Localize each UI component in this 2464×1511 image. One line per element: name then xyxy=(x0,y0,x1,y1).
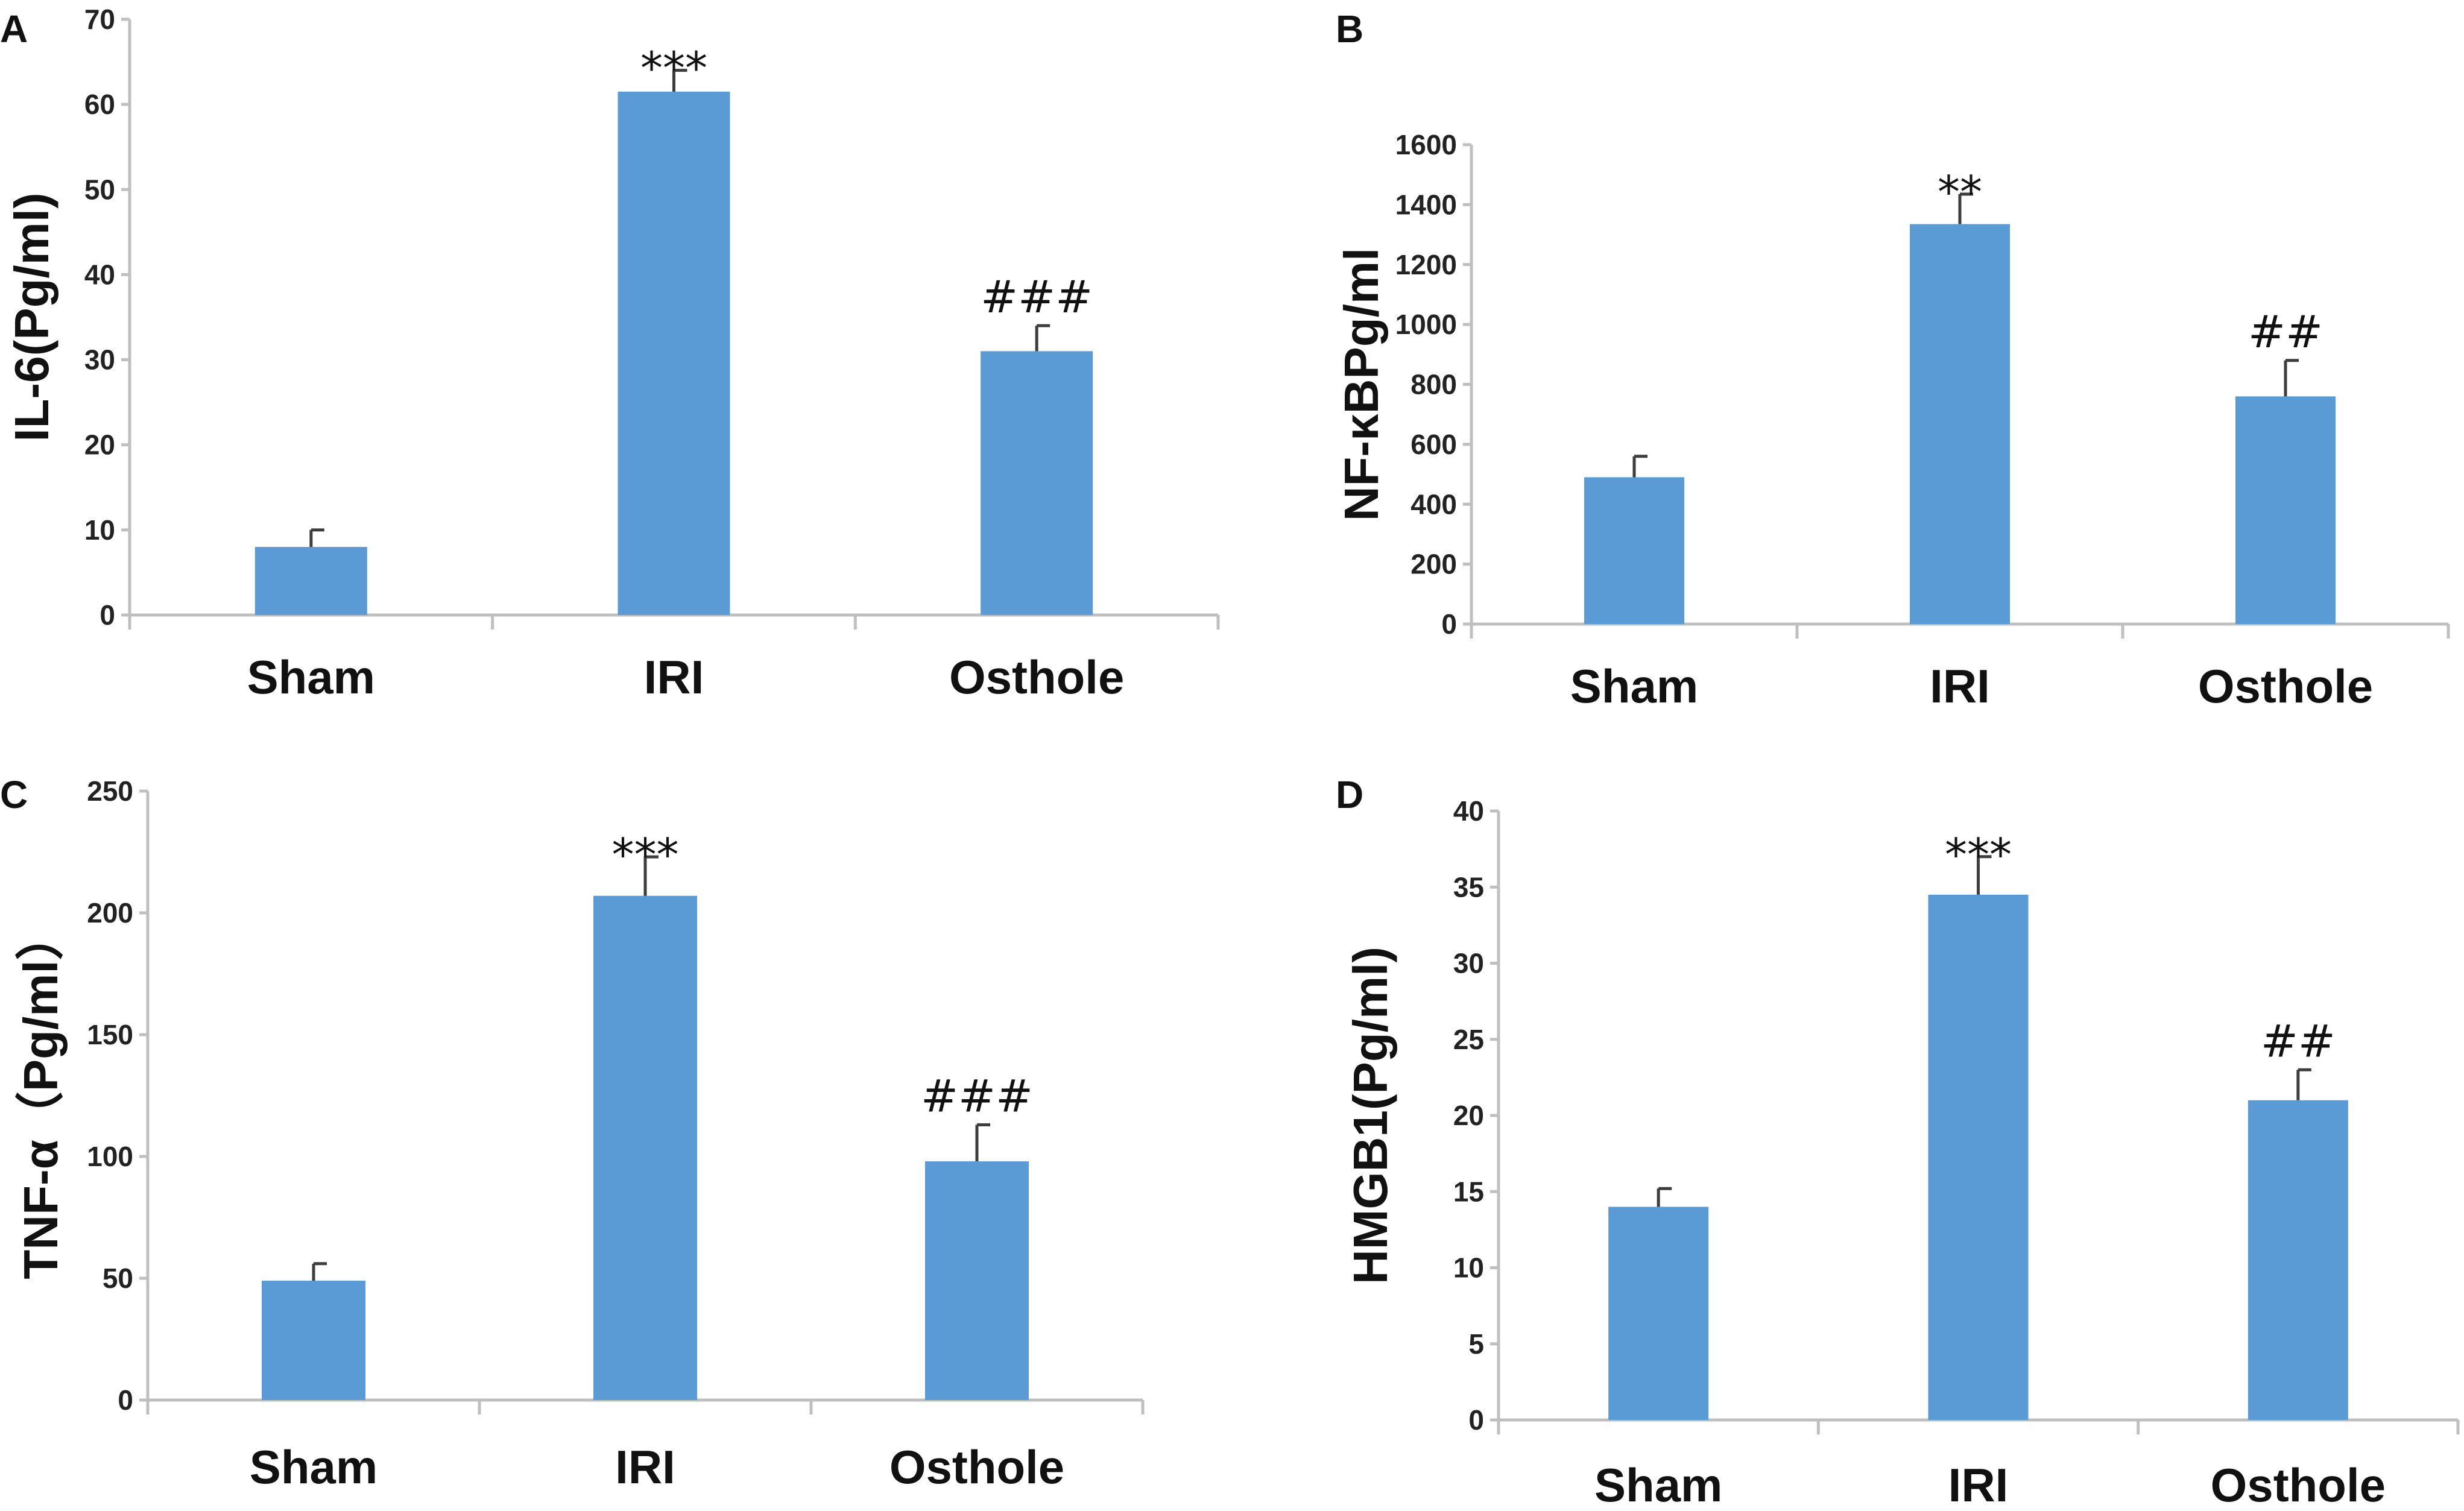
panel-c-bar-sham xyxy=(262,1281,365,1400)
panel-d-category-label: IRI xyxy=(1948,1459,2009,1511)
panel-c-category-label: IRI xyxy=(615,1440,675,1494)
panel-d-y-tick-label: 15 xyxy=(1453,1176,1484,1207)
panel-c-bar-osthole xyxy=(925,1161,1029,1400)
panel-b-category-label: Sham xyxy=(1570,660,1698,713)
panel-d-y-axis-label: HMGB1(Pg/ml) xyxy=(1344,947,1397,1284)
panel-d-y-tick-label: 0 xyxy=(1468,1404,1484,1436)
panel-d-y-tick-label: 40 xyxy=(1453,795,1484,827)
panel-c-category-label: Osthole xyxy=(889,1440,1064,1494)
panel-a-bar-osthole xyxy=(981,351,1093,615)
panel-d-category-label: Osthole xyxy=(2211,1459,2386,1511)
panel-c-y-tick-label: 250 xyxy=(87,775,133,807)
panel-a-category-label: Osthole xyxy=(949,651,1124,704)
panel-b-letter: B xyxy=(1336,7,1363,51)
panel-d-y-tick-label: 10 xyxy=(1453,1252,1484,1284)
panel-c-significance-osthole: ### xyxy=(921,1070,1033,1122)
panel-c-y-axis-label: TNF-α（Pg/ml） xyxy=(14,912,68,1279)
panel-a-y-tick-label: 30 xyxy=(84,344,115,376)
panel-b-bar-iri xyxy=(1910,224,2010,624)
panel-b-y-tick-label: 600 xyxy=(1410,429,1457,460)
panel-d-bar-iri xyxy=(1928,894,2029,1420)
panel-a-bar-iri xyxy=(618,91,730,615)
panel-b-significance-iri: ** xyxy=(1938,166,1982,218)
panel-d-y-tick-label: 20 xyxy=(1453,1100,1484,1131)
panel-b-category-label: Osthole xyxy=(2198,660,2373,713)
panel-b-bar-osthole xyxy=(2235,396,2336,624)
panel-c-y-tick-label: 150 xyxy=(87,1019,133,1050)
panel-c-letter: C xyxy=(0,773,28,816)
panel-b-category-label: IRI xyxy=(1930,660,1990,713)
panel-a-y-axis-label: IL-6(Pg/ml) xyxy=(5,192,58,441)
panel-c-y-tick-label: 0 xyxy=(118,1384,133,1416)
panel-d-y-tick-label: 30 xyxy=(1453,948,1484,979)
panel-a-y-tick-label: 70 xyxy=(84,4,115,35)
panel-a-y-tick-label: 10 xyxy=(84,514,115,546)
panel-b-y-axis-label: NF-κBPg/ml xyxy=(1335,248,1388,521)
panel-d-y-tick-label: 35 xyxy=(1453,871,1484,903)
panel-d-category-label: Sham xyxy=(1594,1459,1722,1511)
panel-c-y-tick-label: 100 xyxy=(87,1141,133,1172)
panel-c-bar-iri xyxy=(593,895,697,1400)
panel-b-bar-sham xyxy=(1584,477,1684,624)
panel-d-bar-osthole xyxy=(2248,1100,2348,1420)
panel-b-y-tick-label: 400 xyxy=(1410,488,1457,520)
panel-d-bar-sham xyxy=(1608,1207,1709,1420)
panel-a-category-label: Sham xyxy=(247,651,375,704)
panel-a-significance-iri: *** xyxy=(640,43,707,95)
panel-d-significance-iri: *** xyxy=(1945,829,2012,881)
panel-b-y-tick-label: 1200 xyxy=(1395,249,1457,280)
panel-c-y-tick-label: 50 xyxy=(103,1263,133,1294)
panel-d-letter: D xyxy=(1336,773,1363,816)
panel-b-significance-osthole: ## xyxy=(2248,306,2323,358)
panel-a-y-tick-label: 20 xyxy=(84,429,115,461)
panel-d-y-tick-label: 5 xyxy=(1468,1328,1484,1360)
panel-b-y-tick-label: 1400 xyxy=(1395,189,1457,220)
panel-d-y-tick-label: 25 xyxy=(1453,1024,1484,1055)
panel-a-y-tick-label: 50 xyxy=(84,174,115,205)
panel-a-category-label: IRI xyxy=(644,651,704,704)
panel-c-significance-iri: *** xyxy=(612,829,679,881)
panel-b-y-tick-label: 0 xyxy=(1441,608,1457,640)
panel-c-y-tick-label: 200 xyxy=(87,897,133,929)
panel-a-y-tick-label: 60 xyxy=(84,89,115,120)
panel-a-y-tick-label: 0 xyxy=(100,599,115,631)
panel-b-y-tick-label: 800 xyxy=(1410,369,1457,400)
panel-c-category-label: Sham xyxy=(250,1440,377,1494)
panel-a-y-tick-label: 40 xyxy=(84,259,115,290)
panel-a-bar-sham xyxy=(254,547,367,615)
panel-b-y-tick-label: 1000 xyxy=(1395,309,1457,340)
panel-d-significance-osthole: ## xyxy=(2261,1015,2336,1067)
panel-a-significance-osthole: ### xyxy=(981,271,1093,323)
panel-a-letter: A xyxy=(0,7,28,51)
panel-b-y-tick-label: 200 xyxy=(1410,549,1457,580)
panel-b-y-tick-label: 1600 xyxy=(1395,129,1457,160)
